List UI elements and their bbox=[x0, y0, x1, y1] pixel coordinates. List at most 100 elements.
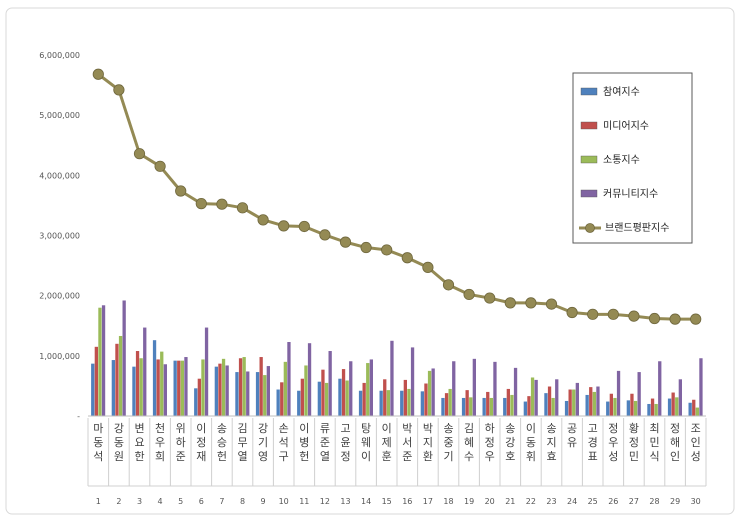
rank-label: 6 bbox=[199, 497, 204, 506]
bar bbox=[246, 371, 250, 416]
line-point bbox=[257, 214, 269, 226]
bar-series-2 bbox=[94, 343, 696, 416]
bar bbox=[523, 401, 527, 416]
rank-label: 13 bbox=[340, 497, 350, 506]
rank-label: 2 bbox=[116, 497, 121, 506]
bar bbox=[221, 358, 226, 416]
bar bbox=[338, 378, 342, 416]
line-point bbox=[298, 220, 310, 233]
bar bbox=[317, 381, 321, 416]
line-point bbox=[566, 306, 578, 319]
rank-label: 21 bbox=[505, 497, 515, 506]
bar-series-3 bbox=[98, 307, 699, 417]
bar bbox=[633, 400, 638, 416]
bar bbox=[630, 393, 634, 416]
bar bbox=[609, 393, 613, 416]
bar bbox=[472, 358, 476, 416]
bar bbox=[91, 363, 95, 416]
bar bbox=[452, 361, 456, 416]
line-point bbox=[113, 84, 125, 96]
bar bbox=[444, 393, 449, 416]
bar bbox=[420, 391, 424, 416]
bar bbox=[152, 340, 157, 416]
bar bbox=[163, 364, 167, 416]
bar bbox=[695, 407, 699, 416]
bar bbox=[486, 391, 490, 416]
bar bbox=[180, 360, 184, 416]
bar bbox=[304, 365, 308, 416]
rank-label: 20 bbox=[485, 497, 495, 506]
y-tick-label: 2,000,000 bbox=[39, 292, 80, 301]
bar bbox=[321, 369, 325, 416]
bar bbox=[139, 358, 143, 416]
bar bbox=[266, 366, 270, 416]
line-point bbox=[319, 229, 331, 241]
bar bbox=[667, 398, 672, 416]
bar bbox=[465, 390, 469, 416]
line-point bbox=[690, 313, 702, 325]
rank-label: 11 bbox=[299, 497, 309, 506]
line-series-group bbox=[92, 68, 702, 325]
line-point bbox=[628, 310, 640, 322]
bar bbox=[263, 375, 267, 416]
legend-swatch bbox=[580, 87, 598, 96]
bar bbox=[349, 361, 353, 416]
line-point bbox=[154, 160, 166, 172]
rank-label: 7 bbox=[219, 497, 224, 506]
bar bbox=[345, 380, 349, 416]
bar bbox=[482, 397, 486, 416]
bar bbox=[575, 382, 579, 416]
bar bbox=[461, 397, 466, 416]
bar bbox=[390, 340, 394, 416]
rank-label: 8 bbox=[240, 497, 245, 506]
legend-swatch bbox=[580, 155, 598, 164]
bar bbox=[448, 388, 452, 416]
bar bbox=[379, 390, 383, 416]
y-tick-label: 5,000,000 bbox=[39, 111, 80, 120]
bar bbox=[658, 361, 662, 416]
bar bbox=[328, 351, 332, 416]
bar bbox=[115, 343, 119, 416]
rank-label: 4 bbox=[158, 497, 163, 506]
bar bbox=[235, 372, 239, 416]
legend-line-marker bbox=[585, 223, 595, 233]
bar bbox=[341, 369, 346, 416]
line-point bbox=[545, 298, 558, 310]
bar bbox=[358, 390, 363, 416]
bar bbox=[255, 372, 260, 416]
bar bbox=[403, 379, 407, 416]
bar bbox=[283, 361, 287, 416]
bar bbox=[204, 327, 209, 416]
y-axis: - 1,000,000 2,000,000 3,000,000 4,000,000 5,0… bbox=[39, 51, 80, 421]
rank-label: 5 bbox=[178, 497, 183, 506]
y-tick-label: - bbox=[77, 412, 80, 421]
rank-label: 16 bbox=[402, 497, 412, 506]
bar bbox=[692, 399, 696, 416]
bar bbox=[214, 366, 218, 416]
bar bbox=[225, 365, 229, 416]
rank-label: 29 bbox=[670, 497, 680, 506]
bar bbox=[606, 401, 610, 416]
line-point bbox=[525, 297, 537, 309]
line-point bbox=[133, 148, 146, 160]
bar bbox=[613, 397, 617, 416]
bar bbox=[424, 383, 428, 416]
bar bbox=[650, 398, 655, 416]
chart-border bbox=[5, 7, 735, 515]
bar bbox=[201, 359, 205, 416]
bar bbox=[678, 379, 682, 416]
bar bbox=[238, 358, 243, 416]
bar bbox=[132, 366, 136, 416]
rank-label: 25 bbox=[588, 497, 598, 506]
bar bbox=[675, 397, 679, 416]
